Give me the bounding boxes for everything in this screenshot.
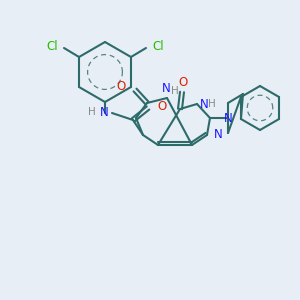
Text: O: O — [117, 80, 126, 92]
Text: H: H — [208, 99, 216, 109]
Text: Cl: Cl — [152, 40, 164, 52]
Text: N: N — [200, 98, 209, 110]
Text: N: N — [224, 112, 232, 124]
Text: H: H — [88, 107, 96, 117]
Text: H: H — [171, 86, 179, 96]
Text: Cl: Cl — [46, 40, 58, 52]
Text: O: O — [157, 100, 166, 112]
Text: O: O — [178, 76, 188, 89]
Text: N: N — [162, 82, 170, 95]
Text: N: N — [100, 106, 108, 118]
Text: N: N — [214, 128, 223, 142]
